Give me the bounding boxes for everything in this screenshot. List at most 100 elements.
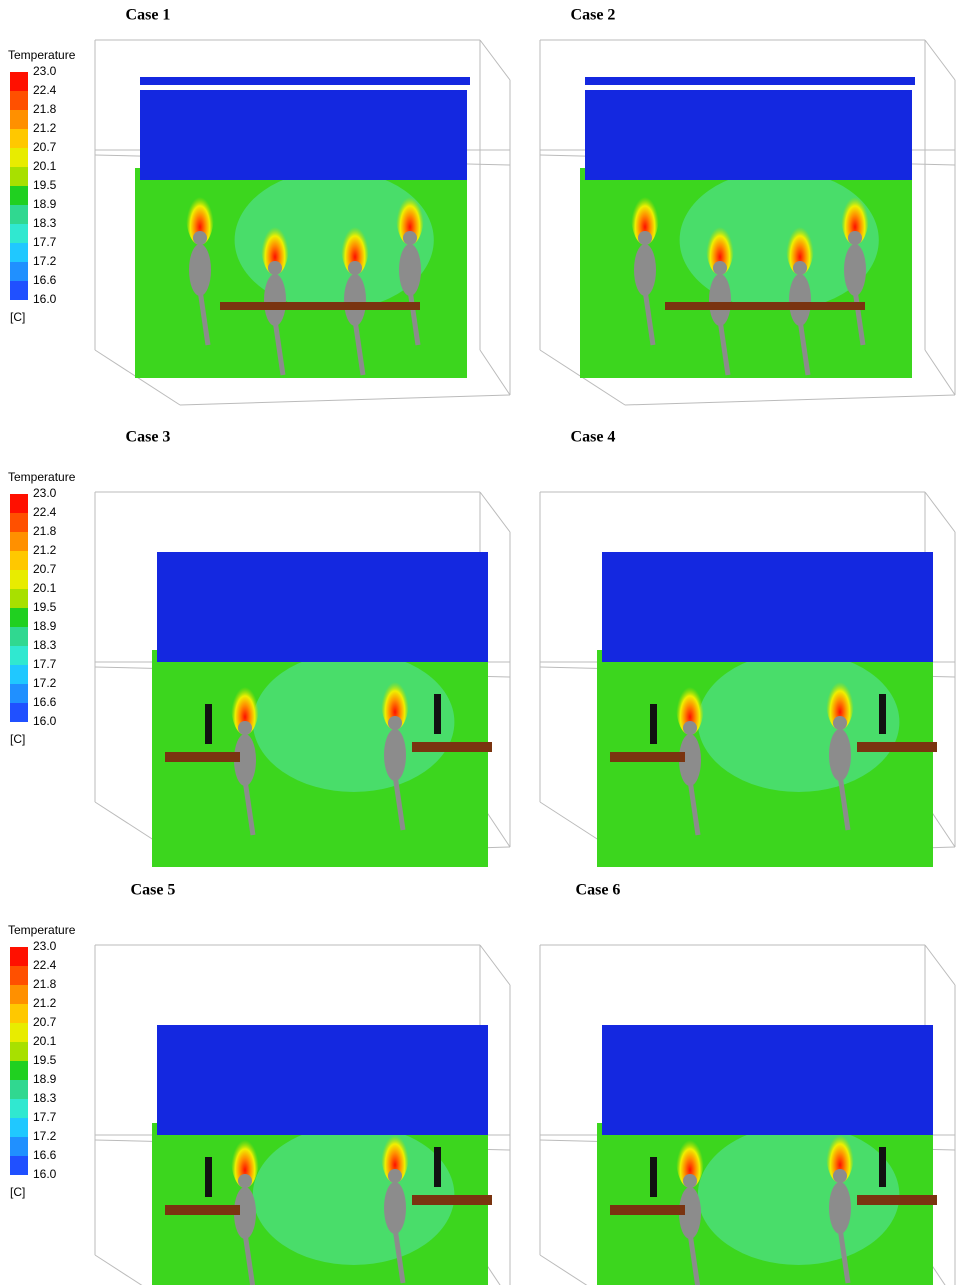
table: [412, 742, 492, 752]
room-edge: [625, 395, 955, 405]
occupant-body: [189, 244, 211, 296]
cool-region: [698, 652, 900, 792]
legend-label: 20.1: [33, 1034, 57, 1048]
legend-swatch: [10, 665, 28, 684]
table: [610, 752, 685, 762]
legend-swatch: [10, 281, 28, 300]
legend-swatch: [10, 570, 28, 589]
legend-swatch: [10, 985, 28, 1004]
legend-label: 20.1: [33, 159, 57, 173]
occupant-head: [683, 721, 697, 735]
supply-band: [602, 1025, 933, 1135]
panel-title: Case 6: [576, 882, 621, 899]
legend-swatch: [10, 1156, 28, 1175]
legend-label: 23.0: [33, 939, 57, 953]
legend-label: 19.5: [33, 178, 57, 192]
legend-label: 16.6: [33, 1148, 57, 1162]
legend-title: Temperature: [8, 923, 76, 937]
supply-duct: [140, 77, 470, 85]
table: [220, 302, 420, 310]
legend-label: 17.2: [33, 254, 57, 268]
occupant-body: [829, 1182, 851, 1234]
legend-label: 19.5: [33, 1053, 57, 1067]
legend-label: 21.8: [33, 977, 57, 991]
room-edge: [925, 40, 955, 80]
monitor: [205, 1157, 212, 1197]
occupant-head: [713, 261, 727, 275]
legend-label: 18.9: [33, 1072, 57, 1086]
legend-label: 18.9: [33, 619, 57, 633]
legend-label: 16.0: [33, 714, 57, 728]
occupant-body: [264, 274, 286, 326]
legend-label: 20.7: [33, 140, 57, 154]
legend-label: 16.0: [33, 292, 57, 306]
room-edge: [480, 40, 510, 80]
legend-swatch: [10, 1118, 28, 1137]
panel: Case 4: [540, 429, 955, 867]
legend-swatch: [10, 1099, 28, 1118]
monitor: [434, 1147, 441, 1187]
legend-swatch: [10, 589, 28, 608]
legend-label: 22.4: [33, 83, 57, 97]
occupant-head: [638, 231, 652, 245]
room-edge: [180, 395, 510, 405]
supply-band: [157, 1025, 488, 1135]
occupant-head: [793, 261, 807, 275]
legend-label: 23.0: [33, 486, 57, 500]
legend: Temperature23.022.421.821.220.720.119.51…: [8, 48, 76, 324]
legend-swatch: [10, 129, 28, 148]
legend-swatch: [10, 551, 28, 570]
occupant-body: [634, 244, 656, 296]
occupant-body: [384, 1182, 406, 1234]
table: [412, 1195, 492, 1205]
occupant-body: [344, 274, 366, 326]
panel: Case 1: [95, 7, 510, 405]
monitor: [650, 704, 657, 744]
panel: Case 6: [540, 882, 955, 1285]
panel-title: Case 5: [131, 882, 176, 899]
legend-swatch: [10, 947, 28, 966]
panel: Case 2: [540, 7, 955, 405]
monitor: [205, 704, 212, 744]
legend-label: 20.1: [33, 581, 57, 595]
room-edge: [925, 350, 955, 395]
occupant-body: [399, 244, 421, 296]
occupant-head: [238, 721, 252, 735]
legend-unit: [C]: [10, 1185, 25, 1199]
occupant-body: [789, 274, 811, 326]
supply-band: [140, 90, 467, 180]
legend: Temperature23.022.421.821.220.720.119.51…: [8, 470, 76, 746]
room-edge: [925, 492, 955, 532]
legend-label: 22.4: [33, 958, 57, 972]
occupant-body: [844, 244, 866, 296]
legend-label: 17.2: [33, 676, 57, 690]
table: [610, 1205, 685, 1215]
legend-label: 21.8: [33, 102, 57, 116]
legend-label: 18.3: [33, 1091, 57, 1105]
table: [665, 302, 865, 310]
occupant-head: [833, 716, 847, 730]
occupant-head: [348, 261, 362, 275]
legend-unit: [C]: [10, 732, 25, 746]
panel: Case 5: [95, 882, 510, 1285]
legend-label: 18.3: [33, 638, 57, 652]
legend-swatch: [10, 608, 28, 627]
legend-swatch: [10, 91, 28, 110]
legend-swatch: [10, 1080, 28, 1099]
legend-label: 17.7: [33, 657, 57, 671]
legend-label: 21.2: [33, 543, 57, 557]
legend-swatch: [10, 627, 28, 646]
room-edge: [480, 350, 510, 395]
occupant-head: [268, 261, 282, 275]
monitor: [879, 694, 886, 734]
supply-band: [585, 90, 912, 180]
legend-swatch: [10, 72, 28, 91]
legend-label: 17.7: [33, 235, 57, 249]
occupant-body: [829, 729, 851, 781]
occupant-head: [683, 1174, 697, 1188]
legend-swatch: [10, 262, 28, 281]
room-edge: [480, 492, 510, 532]
legend-swatch: [10, 513, 28, 532]
supply-duct: [585, 77, 915, 85]
monitor: [650, 1157, 657, 1197]
